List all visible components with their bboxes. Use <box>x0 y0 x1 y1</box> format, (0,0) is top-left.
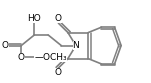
Text: HO: HO <box>27 14 41 23</box>
Text: O: O <box>18 53 25 62</box>
Text: N: N <box>72 41 79 50</box>
Text: O: O <box>55 68 62 77</box>
Text: O: O <box>55 14 62 23</box>
Text: O: O <box>2 41 8 50</box>
Text: —OCH₃: —OCH₃ <box>34 53 67 62</box>
